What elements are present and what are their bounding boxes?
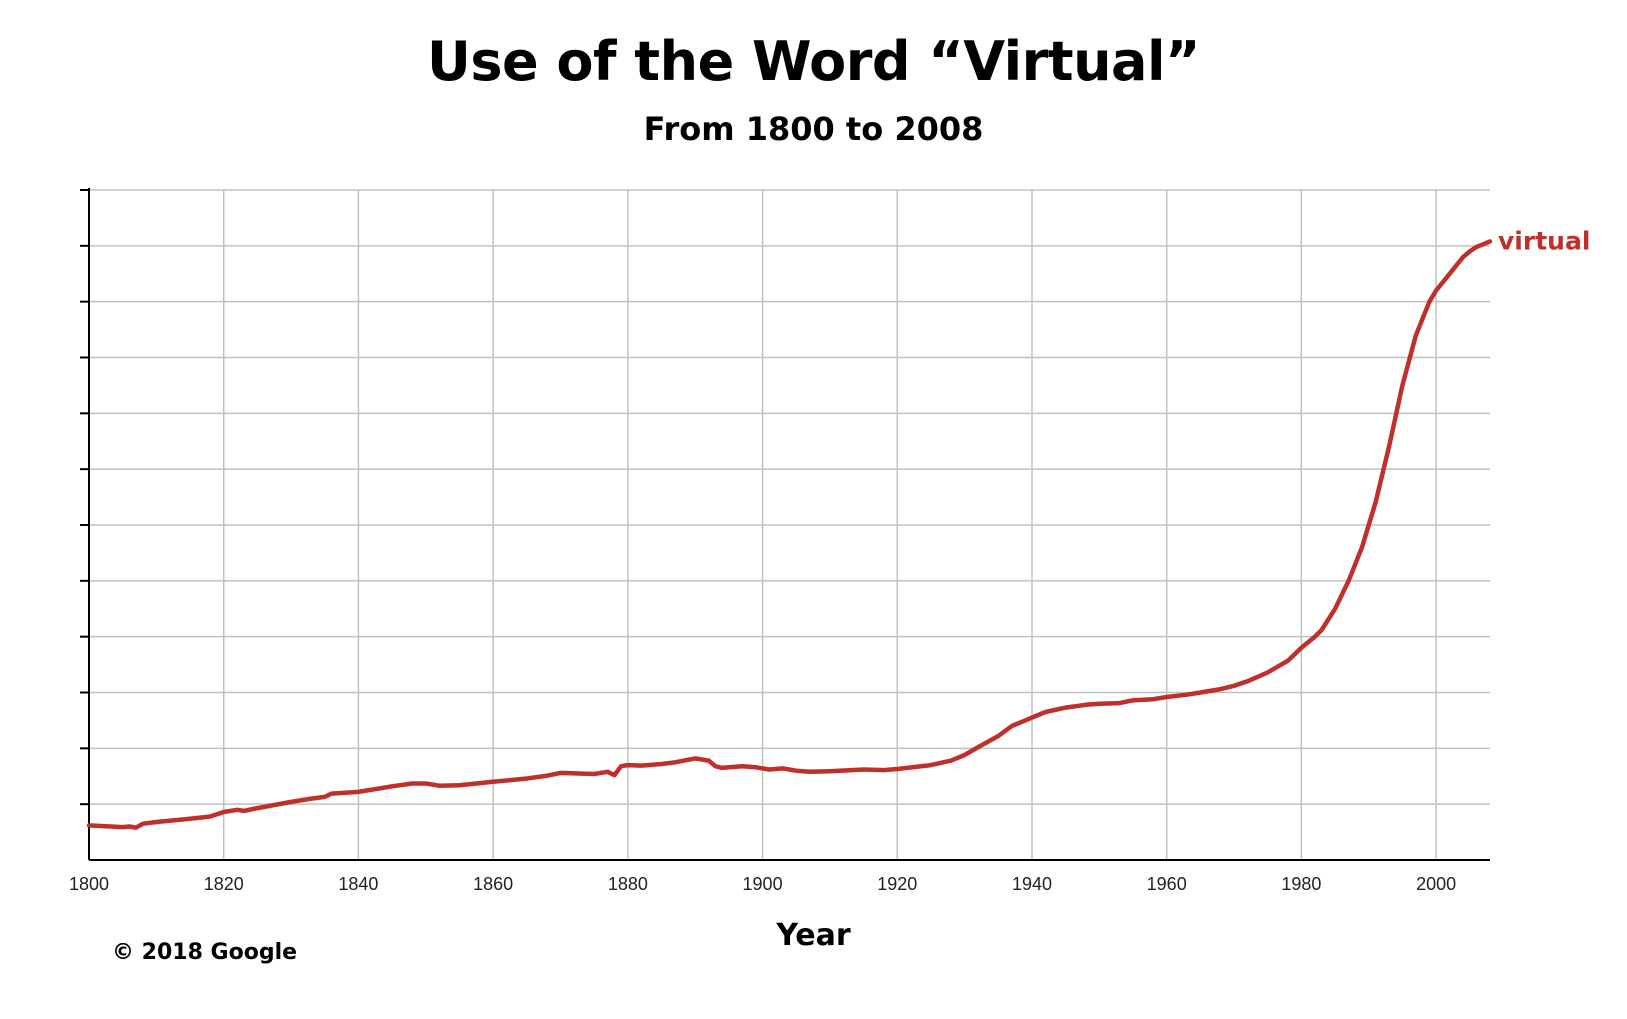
chart-subtitle: From 1800 to 2008: [643, 110, 984, 148]
x-tick-label: 1960: [1147, 874, 1187, 894]
x-tick-label: 1880: [608, 874, 648, 894]
grid-lines: [89, 189, 1490, 860]
chart-title: Use of the Word “Virtual”: [427, 30, 1200, 93]
x-tick-label: 1820: [204, 874, 244, 894]
x-tick-label: 1900: [743, 874, 783, 894]
series-lines: virtual: [86, 226, 1590, 830]
x-tick-label: 1940: [1012, 874, 1052, 894]
series-label-virtual: virtual: [1498, 226, 1590, 255]
copyright-notice: © 2018 Google: [112, 940, 298, 965]
x-tick-label: 1980: [1281, 874, 1321, 894]
axes: [80, 188, 1490, 861]
x-tick-labels: 1800 1820 1840 1860 1880 1900 1920 1940 1960 1980…: [69, 874, 1456, 894]
x-tick-label: 1840: [338, 874, 378, 894]
x-tick-label: 2000: [1416, 874, 1456, 894]
x-tick-label: 1800: [69, 874, 109, 894]
series-line-virtual: [86, 239, 1493, 830]
x-axis-label: Year: [776, 918, 851, 953]
x-tick-label: 1920: [877, 874, 917, 894]
x-tick-label: 1860: [473, 874, 513, 894]
